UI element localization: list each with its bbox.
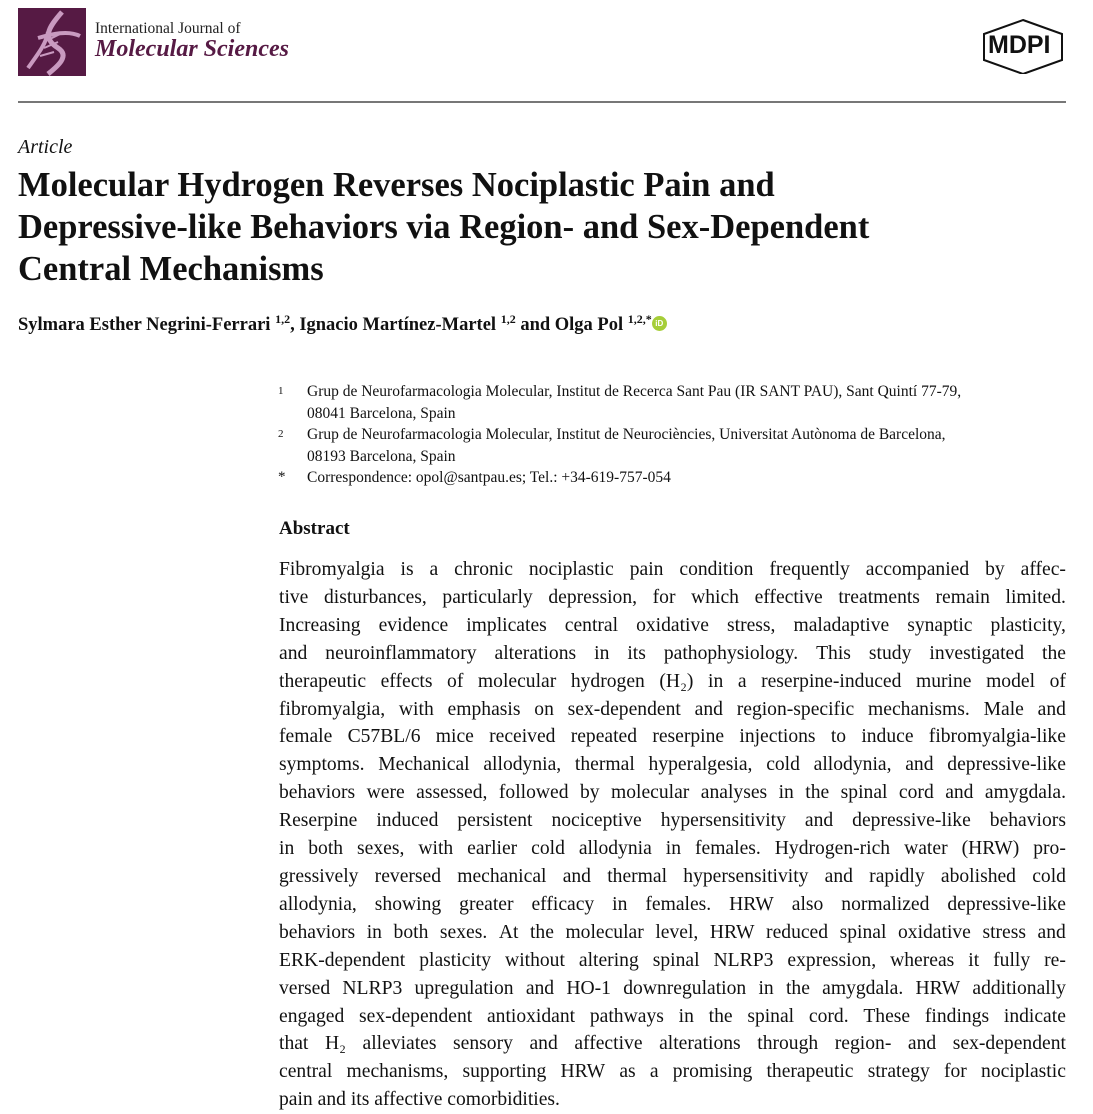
abstract-line: Fibromyalgia is a chronic nociplastic pain con… (279, 559, 1066, 580)
abstract-body: Fibromyalgia is a chronic nociplastic pain con… (279, 556, 1066, 1114)
abstract-line: symptoms. Mechanical allodynia, thermal hype… (279, 754, 1066, 776)
abstract-line: ERK-dependent plasticity without altering sp… (279, 949, 1066, 971)
abstract-line: versed NLRP3 upregulation and HO-1 downregula… (279, 977, 1066, 999)
header-divider (18, 101, 1066, 103)
orcid-icon[interactable]: iD (651, 316, 667, 332)
abstract-line: Reserpine induced persistent nociceptive hyp… (279, 810, 1066, 832)
mdpi-logo: MDPI (980, 18, 1066, 76)
article-type: Article (18, 136, 73, 158)
abstract-line: in both sexes, with earlier cold allodynia in fe… (279, 838, 1066, 860)
abstract-line: behaviors were assessed, followed by molecula… (279, 782, 1066, 804)
abstract-line: pain and its affective comorbidities. (279, 1089, 560, 1111)
abstract-line: therapeutic effects of molecular hydrogen (H₂… (279, 670, 1066, 692)
author-name: Ignacio Martínez-Martel (299, 315, 497, 336)
abstract-line: and neuroinflammatory alterations in its path… (279, 642, 1066, 664)
abstract-line: Increasing evidence implicates central oxida… (279, 614, 1066, 636)
correspondence: * Correspondence: opol@santpau.es; Tel.: … (278, 469, 671, 486)
author-name: Olga Pol (554, 315, 624, 336)
affiliations: 1 Grup de Neurofarmacologia Molecular, In… (278, 381, 1068, 489)
author-list: Sylmara Esther Negrini-Ferrari 1,2, Igna… (18, 312, 667, 336)
abstract-heading: Abstract (279, 518, 350, 539)
author-name: Sylmara Esther Negrini-Ferrari (18, 315, 271, 336)
affiliation-2: 2 Grup de Neurofarmacologia Molecular, In… (278, 426, 946, 465)
paper-title: Molecular Hydrogen Reverses Nociplastic … (18, 166, 870, 288)
abstract-line: fibromyalgia, with emphasis on sex-dependent… (279, 698, 1066, 720)
abstract-line: tive disturbances, particularly depression,… (279, 586, 1066, 608)
abstract-line: female C57BL/6 mice received repeated reserpi… (279, 726, 1066, 748)
journal-name-line2: Molecular Sciences (95, 36, 289, 62)
abstract-line: behaviors in both sexes. At the molecular level… (279, 921, 1066, 943)
dna-icon (26, 10, 81, 76)
affiliation-1: 1 Grup de Neurofarmacologia Molecular, In… (278, 383, 962, 422)
abstract-line: gressively reversed mechanical and thermal hy… (279, 865, 1066, 887)
journal-logo (18, 8, 86, 76)
journal-name-line1: International Journal of (95, 20, 241, 37)
abstract-line: central mechanisms, supporting HRW as a promis… (279, 1061, 1066, 1083)
abstract-line: that H₂ alleviates sensory and affective alter… (279, 1033, 1066, 1055)
abstract-line: allodynia, showing greater efficacy in female… (279, 893, 1066, 915)
abstract-line: engaged sex-dependent antioxidant pathways i… (279, 1005, 1066, 1027)
